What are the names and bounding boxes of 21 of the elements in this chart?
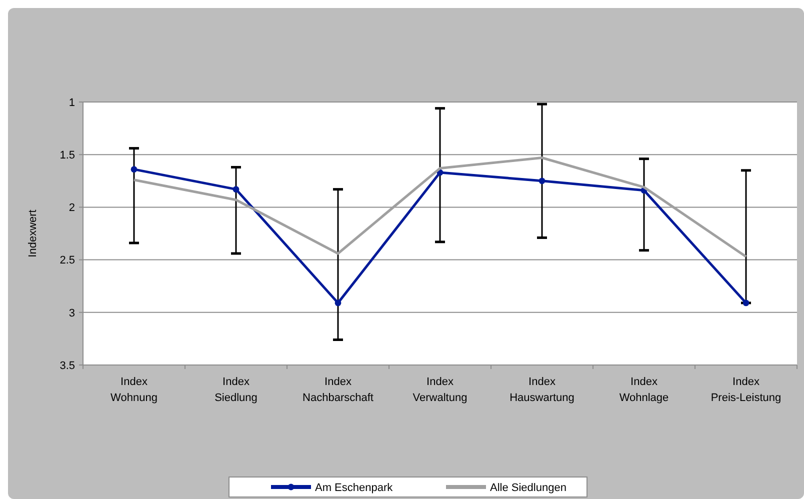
y-tick-label: 3 xyxy=(68,307,75,320)
x-tick-label: Index Preis-Leistung xyxy=(710,376,782,404)
point xyxy=(232,186,240,193)
x-tick-label: Index Nachbarschaft xyxy=(302,376,374,404)
point xyxy=(538,178,546,184)
x-tick-label: Index Hauswartung xyxy=(510,376,574,404)
legend-label: Am Eschenpark xyxy=(315,482,394,494)
y-tick-label: 1.5 xyxy=(60,149,75,162)
y-tick-label: 1 xyxy=(68,96,75,109)
y-tick-label: 3.5 xyxy=(60,360,75,372)
x-tick-label: Index Wohnlage xyxy=(619,376,669,404)
x-tick-label: Index Siedlung xyxy=(214,376,258,404)
y-tick-label: 2 xyxy=(68,202,75,214)
legend-label: Alle Siedlungen xyxy=(490,482,566,494)
y-axis-title: Indexwert xyxy=(27,210,39,258)
point xyxy=(334,300,342,306)
line-series xyxy=(132,156,748,258)
point xyxy=(130,166,138,173)
x-tick-label: Index Verwaltung xyxy=(412,376,468,404)
x-tick-label: Index Wohnung xyxy=(110,376,158,404)
y-tick-label: 2.5 xyxy=(60,254,75,267)
